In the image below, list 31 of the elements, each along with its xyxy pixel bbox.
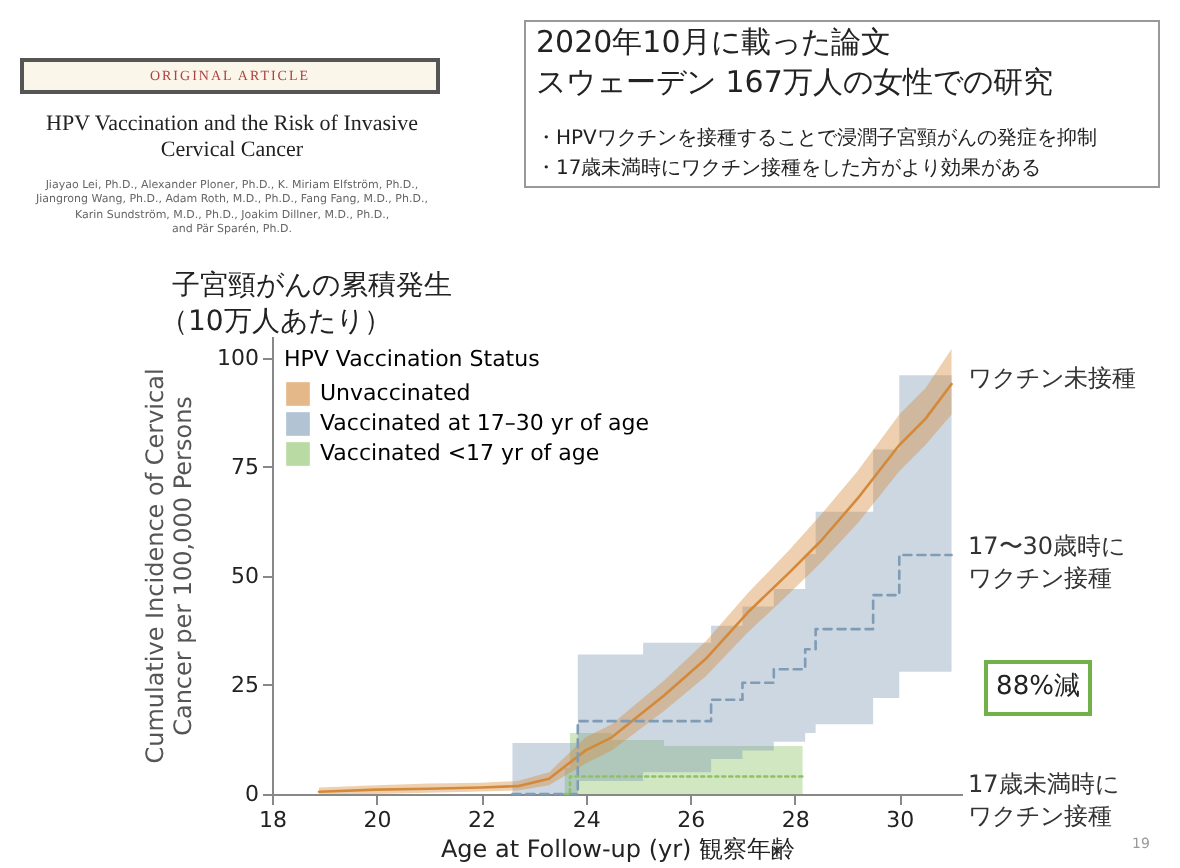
y-tick-label: 50 <box>231 562 259 589</box>
text: ワクチン接種 <box>968 562 1112 596</box>
legend-label: Vaccinated at 17–30 yr of age <box>320 410 650 436</box>
legend-label: Unvaccinated <box>320 380 471 406</box>
text: HPV Vaccination and the Risk of Invasive Cervical Cancer <box>44 112 420 165</box>
x-tick-label: 26 <box>677 807 706 833</box>
x-tick-label: 22 <box>468 807 497 833</box>
legend-title: HPV Vaccination Status <box>284 346 541 372</box>
y-tick-label: 0 <box>245 781 259 807</box>
y-axis-title: Cumulative Incidence of Cervical Cancer per 100,000 Persons <box>141 368 198 764</box>
x-tick-label: 18 <box>259 807 287 833</box>
x-tick-label: 24 <box>572 807 601 833</box>
chart-title: 子宮頸がんの累積発生 <box>172 268 452 304</box>
legend-label: Vaccinated <17 yr of age <box>320 440 600 466</box>
chart-subtitle: （10万人あたり） <box>160 304 392 340</box>
x-axis-title: Age at Follow-up (yr) 観察年齢 <box>440 835 796 863</box>
x-tick-label: 30 <box>886 807 915 833</box>
text: 2020年10月に載った論文 <box>536 24 891 62</box>
x-tick-label: 28 <box>781 807 810 833</box>
text: 17歳未満時に <box>968 768 1119 802</box>
y-tick-label: 75 <box>231 453 259 480</box>
callout-frame: 88%減 <box>984 660 1092 716</box>
text: 17〜30歳時に <box>968 530 1126 564</box>
text: スウェーデン 167万人の女性での研究 <box>536 64 1053 102</box>
text: ・HPVワクチンを接種することで浸潤子宮頸がんの発症を抑制 <box>536 125 1097 152</box>
text: ・17歳未満時にワクチン接種をした方がより効果がある <box>536 155 1042 182</box>
text: ワクチン接種 <box>968 800 1112 834</box>
x-tick-label: 20 <box>363 807 392 833</box>
y-tick-label: 25 <box>231 671 259 698</box>
text: ワクチン未接種 <box>968 362 1136 396</box>
y-tick-label: 100 <box>217 344 259 371</box>
